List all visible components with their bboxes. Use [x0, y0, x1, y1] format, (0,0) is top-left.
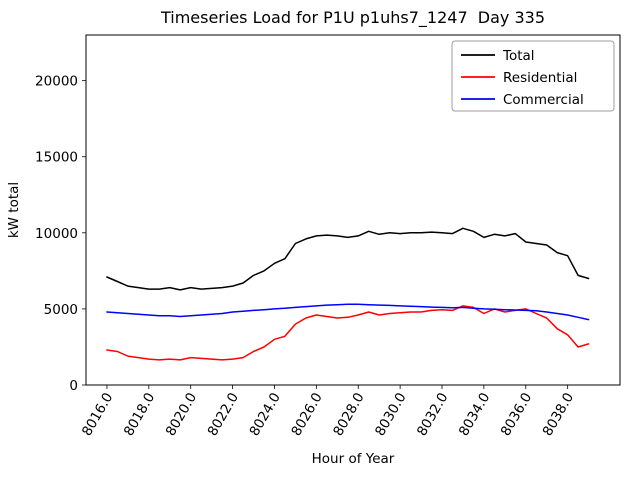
- y-tick-label: 10000: [35, 226, 78, 242]
- x-tick-label: 8038.0: [540, 390, 577, 439]
- y-tick-label: 20000: [35, 74, 78, 90]
- x-tick-label: 8016.0: [79, 390, 116, 439]
- x-tick-label: 8024.0: [246, 390, 283, 439]
- series-lines: [106, 227, 590, 361]
- legend-label-residential: Residential: [503, 70, 577, 86]
- x-tick-label: 8030.0: [372, 390, 409, 439]
- y-axis-label: kW total: [6, 182, 22, 238]
- y-tick-label: 0: [69, 378, 78, 394]
- x-axis-label: Hour of Year: [312, 451, 395, 467]
- x-tick-label: 8020.0: [163, 390, 200, 439]
- legend-label-total: Total: [502, 48, 535, 64]
- series-line-residential: [106, 305, 590, 361]
- x-tick-label: 8036.0: [498, 390, 535, 439]
- chart-title: Timeseries Load for P1U p1uhs7_1247 Day …: [160, 8, 545, 28]
- legend-box: [451, 40, 615, 112]
- x-tick-label: 8032.0: [414, 390, 451, 439]
- x-tick-label: 8026.0: [288, 390, 325, 439]
- series-line-commercial: [106, 303, 590, 321]
- legend: Total Residential Commercial: [451, 40, 615, 112]
- y-tick-label: 15000: [35, 150, 78, 166]
- x-tick-label: 8022.0: [205, 390, 242, 439]
- x-tick-label: 8018.0: [121, 390, 158, 439]
- series-line-total: [106, 227, 590, 291]
- x-tick-label: 8034.0: [456, 390, 493, 439]
- y-tick-label: 5000: [44, 302, 78, 318]
- legend-label-commercial: Commercial: [503, 92, 584, 108]
- x-tick-label: 8028.0: [330, 390, 367, 439]
